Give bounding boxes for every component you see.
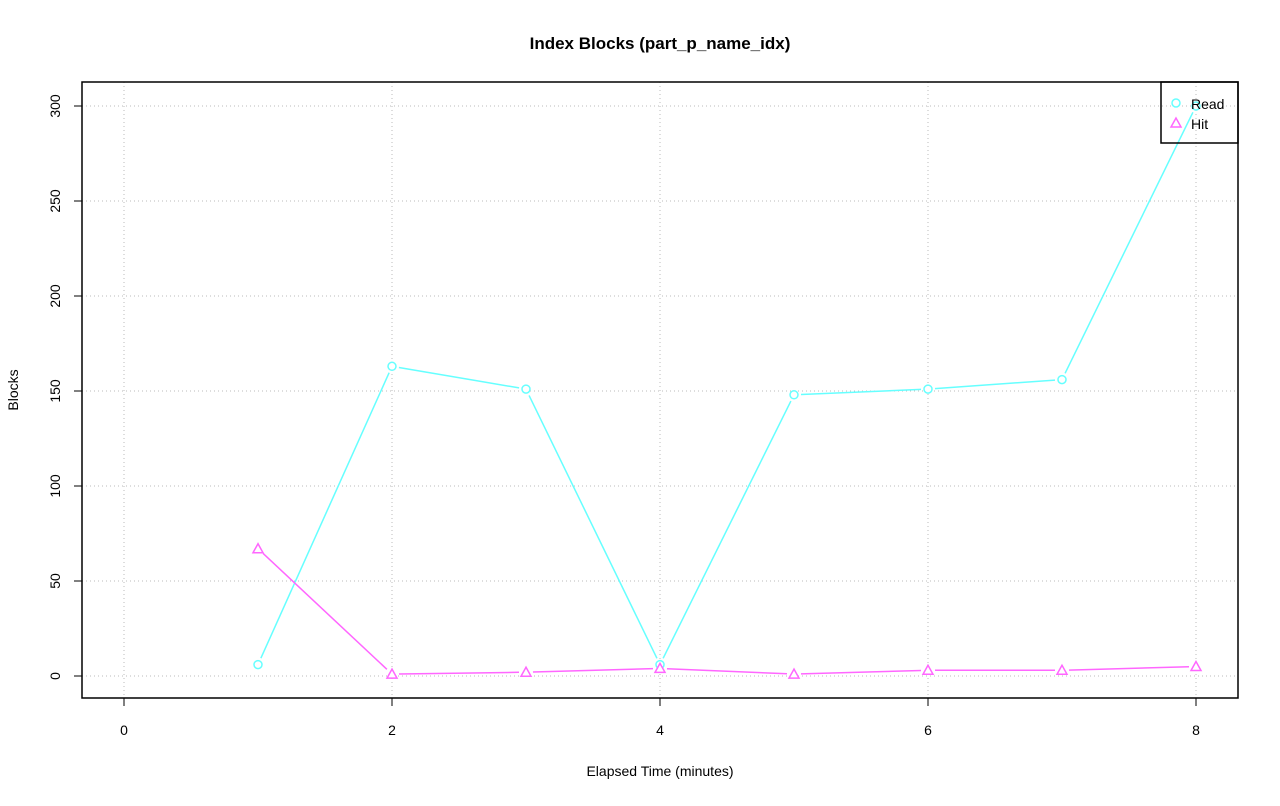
series-read <box>253 101 1201 670</box>
x-tick-label: 4 <box>656 722 664 738</box>
data-point-circle <box>1057 374 1067 385</box>
grid <box>82 82 1238 698</box>
y-tick-label: 0 <box>47 672 63 680</box>
data-point-triangle <box>519 665 533 677</box>
y-tick-label: 200 <box>47 284 63 308</box>
series-segment <box>398 366 520 389</box>
data-point-circle <box>789 390 799 400</box>
x-axis-label: Elapsed Time (minutes) <box>586 763 733 779</box>
legend: Read Hit <box>1160 81 1239 144</box>
legend-marker-read <box>1171 98 1181 108</box>
data-point-triangle <box>385 667 399 679</box>
y-tick-label: 50 <box>47 573 63 589</box>
data-point-circle <box>1191 101 1201 111</box>
data-point-circle <box>253 659 263 670</box>
chart-title: Index Blocks (part_p_name_idx) <box>530 34 791 53</box>
y-tick-label: 250 <box>47 189 63 213</box>
x-tick-label: 2 <box>388 722 396 738</box>
series-segment <box>800 388 922 396</box>
axes: 0 2 4 6 8 0 50 100 150 200 250 300 <box>47 94 1200 738</box>
legend-marker-hit <box>1169 116 1183 128</box>
data-point-triangle <box>787 667 801 679</box>
legend-label-read: Read <box>1191 96 1224 112</box>
series-segment <box>666 667 788 675</box>
y-tick-label: 150 <box>47 379 63 403</box>
plot-frame <box>81 81 1239 699</box>
series-segment <box>398 671 520 675</box>
y-tick-label: 300 <box>47 94 63 118</box>
series-segment <box>262 552 388 670</box>
series-hit <box>251 542 1203 679</box>
series-segment <box>532 667 654 673</box>
x-tick-label: 0 <box>120 722 128 738</box>
series-segment <box>800 669 922 675</box>
series-segment <box>528 395 658 659</box>
y-axis-label: Blocks <box>5 369 21 410</box>
x-tick-label: 6 <box>924 722 932 738</box>
data-point-triangle <box>251 542 265 554</box>
data-point-circle <box>923 384 933 394</box>
series-layer <box>251 101 1203 679</box>
data-point-triangle <box>653 661 667 674</box>
data-point-triangle <box>1055 663 1069 676</box>
series-segment <box>1064 111 1194 374</box>
x-tick-label: 8 <box>1192 722 1200 738</box>
data-point-triangle <box>1189 659 1203 672</box>
series-segment <box>934 379 1056 390</box>
series-segment <box>1068 665 1190 671</box>
legend-label-hit: Hit <box>1191 116 1208 132</box>
y-tick-label: 100 <box>47 474 63 498</box>
data-point-circle <box>387 361 397 372</box>
data-point-triangle <box>921 663 935 676</box>
data-point-circle <box>521 384 531 394</box>
series-segment <box>662 400 792 659</box>
legend-box <box>1160 81 1239 144</box>
series-segment <box>260 372 390 659</box>
